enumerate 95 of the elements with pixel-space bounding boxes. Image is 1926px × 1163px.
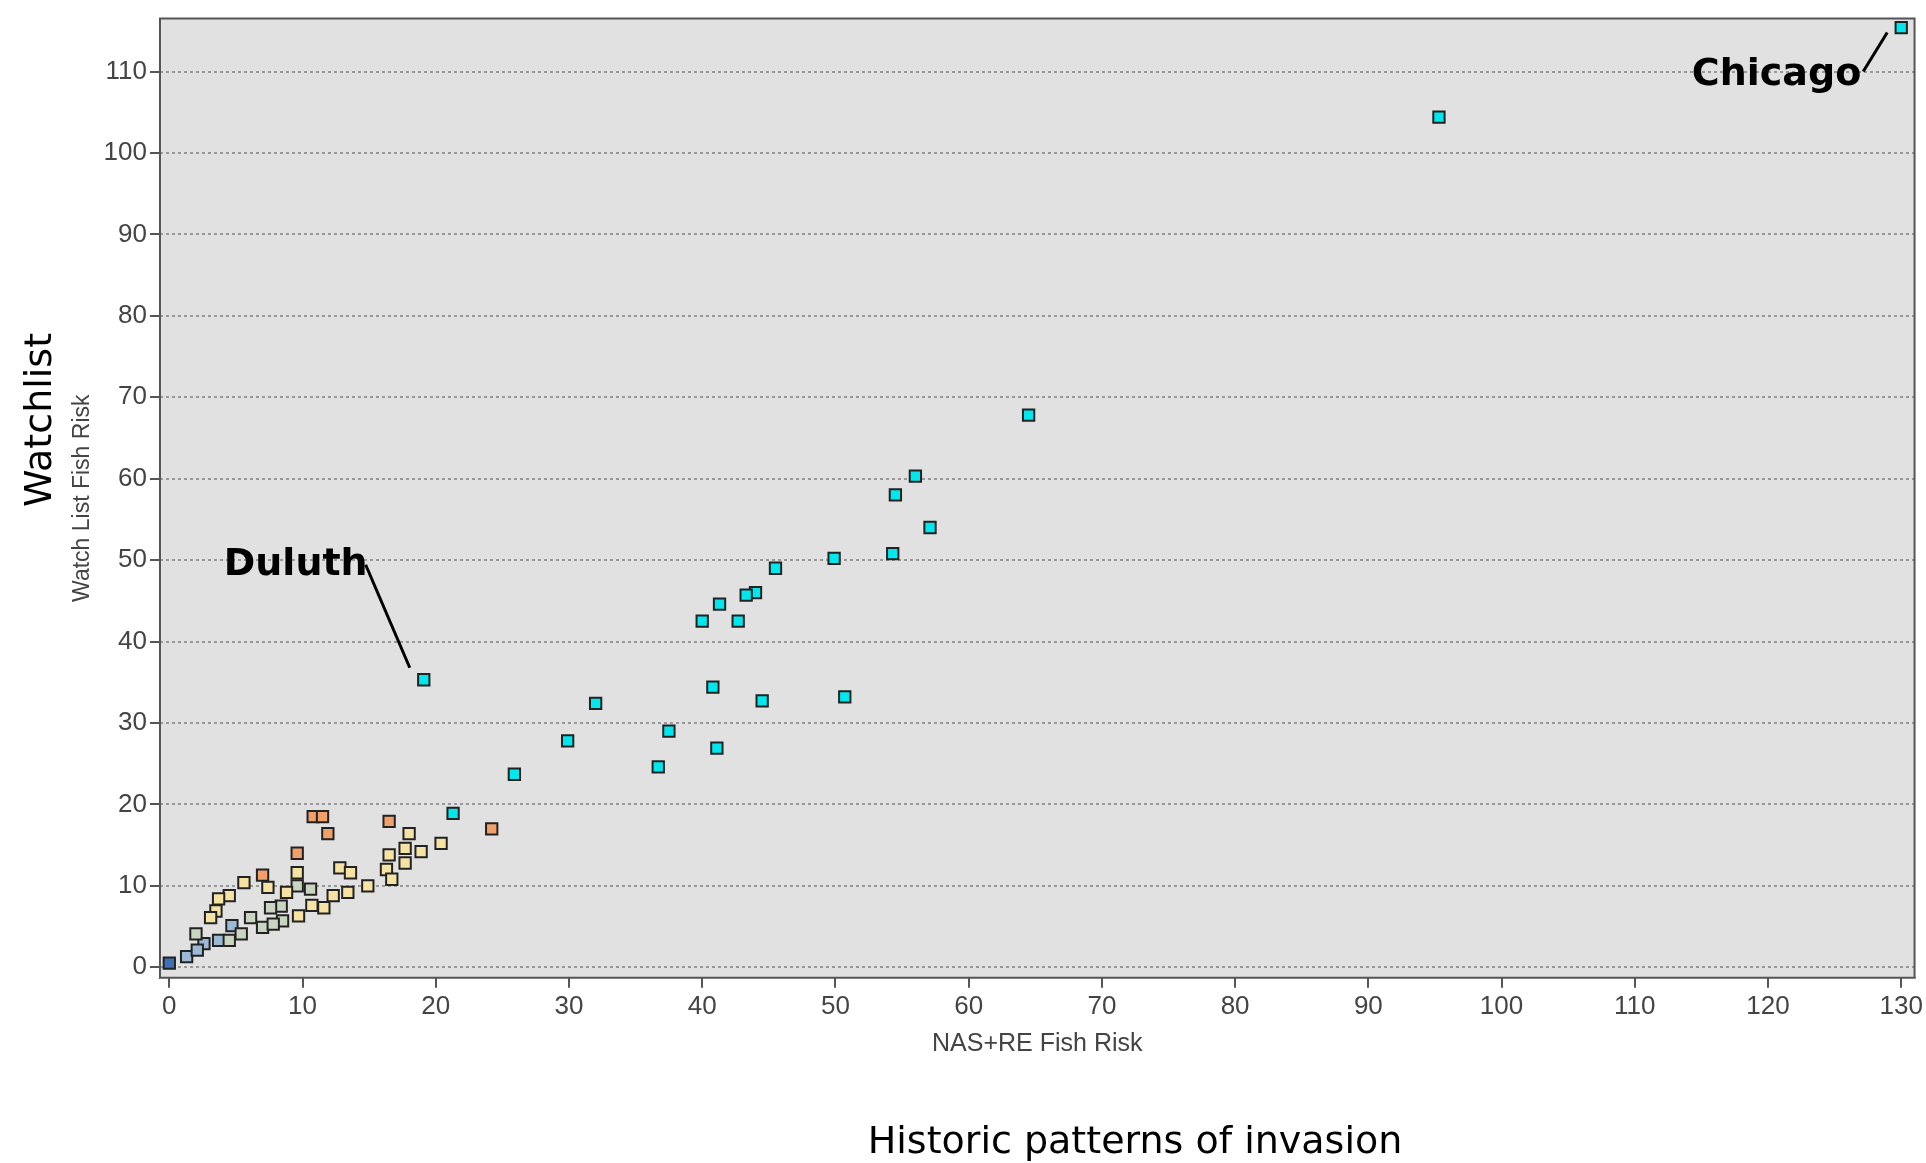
y-tick-label: 110 bbox=[105, 54, 147, 85]
point bbox=[382, 848, 396, 862]
x-tick-label: 10 bbox=[288, 989, 317, 1020]
point bbox=[317, 901, 331, 915]
point bbox=[588, 696, 603, 711]
point bbox=[237, 875, 251, 890]
point bbox=[279, 885, 294, 899]
y-tick-label: 70 bbox=[118, 380, 147, 411]
point bbox=[255, 868, 270, 882]
point bbox=[731, 614, 745, 628]
point bbox=[162, 956, 176, 970]
point bbox=[203, 910, 218, 925]
point bbox=[434, 836, 448, 851]
y-tick-label: 60 bbox=[118, 461, 147, 492]
x-tick-label: 120 bbox=[1746, 989, 1790, 1020]
point bbox=[382, 814, 396, 829]
point bbox=[695, 614, 709, 628]
point bbox=[341, 885, 355, 899]
point bbox=[768, 561, 783, 575]
y-tick-label: 40 bbox=[118, 624, 147, 655]
point bbox=[315, 809, 330, 824]
y-tick-label: 20 bbox=[118, 787, 147, 818]
x-tick-label: 30 bbox=[554, 989, 584, 1020]
text: Historic patterns of invasion bbox=[867, 1118, 1403, 1162]
annotation: Chicago bbox=[1691, 50, 1862, 95]
point bbox=[266, 917, 280, 931]
x-tick-label: 20 bbox=[421, 989, 451, 1020]
point bbox=[343, 866, 358, 880]
point bbox=[190, 943, 204, 957]
point bbox=[290, 866, 304, 880]
x-tick-label: 90 bbox=[1353, 989, 1383, 1020]
point bbox=[222, 933, 236, 947]
point bbox=[755, 694, 769, 708]
point bbox=[417, 673, 431, 687]
x-axis-title: NAS+RE Fish Risk bbox=[932, 1027, 1143, 1056]
point bbox=[507, 767, 522, 781]
point bbox=[290, 846, 304, 860]
x-tick-label: 100 bbox=[1479, 989, 1524, 1020]
x-tick-label: 70 bbox=[1087, 989, 1117, 1020]
point bbox=[414, 844, 428, 859]
x-tick-label: 0 bbox=[162, 989, 177, 1020]
point bbox=[1432, 110, 1446, 124]
point bbox=[838, 690, 852, 704]
y-tick-label: 80 bbox=[118, 298, 147, 329]
point bbox=[385, 872, 399, 886]
y-tick-label: 100 bbox=[103, 136, 147, 167]
point bbox=[560, 734, 575, 748]
y-tick-label: 30 bbox=[118, 706, 147, 737]
point bbox=[326, 888, 340, 903]
point bbox=[1894, 20, 1908, 35]
point bbox=[189, 927, 203, 941]
annotation: Duluth bbox=[223, 539, 368, 584]
point bbox=[398, 856, 412, 870]
point bbox=[739, 588, 753, 602]
point bbox=[243, 910, 258, 925]
point bbox=[923, 520, 937, 535]
point bbox=[361, 879, 375, 893]
x-tick-label: 130 bbox=[1879, 989, 1923, 1020]
point bbox=[179, 949, 194, 964]
point bbox=[234, 927, 248, 941]
x-tick-label: 40 bbox=[687, 989, 717, 1020]
point bbox=[651, 760, 665, 774]
y-tick-label: 50 bbox=[118, 543, 147, 574]
point bbox=[908, 469, 923, 483]
point bbox=[291, 909, 306, 923]
y-axis-title: Watch List Fish Risk bbox=[68, 393, 95, 602]
x-tick-label: 110 bbox=[1614, 989, 1656, 1020]
y-tick-label: 10 bbox=[118, 868, 147, 899]
point bbox=[305, 898, 319, 912]
point bbox=[211, 892, 226, 906]
point bbox=[886, 546, 900, 561]
point bbox=[333, 861, 347, 875]
point bbox=[274, 899, 288, 913]
point bbox=[263, 901, 278, 915]
point bbox=[402, 827, 416, 841]
point bbox=[290, 879, 304, 893]
y-tick-label: 90 bbox=[118, 217, 147, 248]
point bbox=[261, 880, 275, 895]
point bbox=[303, 882, 318, 896]
point bbox=[827, 551, 841, 566]
point bbox=[1021, 408, 1036, 422]
y-tick-label: 0 bbox=[132, 950, 147, 981]
point bbox=[485, 822, 499, 836]
x-tick-label: 50 bbox=[820, 989, 850, 1020]
point bbox=[712, 597, 727, 611]
point bbox=[446, 806, 460, 820]
point bbox=[321, 827, 335, 841]
point bbox=[888, 488, 903, 502]
point bbox=[662, 724, 676, 738]
point bbox=[398, 841, 412, 855]
x-tick-label: 80 bbox=[1220, 989, 1250, 1020]
x-tick-label: 60 bbox=[954, 989, 984, 1020]
point bbox=[706, 680, 720, 694]
point bbox=[710, 741, 724, 755]
text: Watchlist bbox=[16, 332, 60, 508]
